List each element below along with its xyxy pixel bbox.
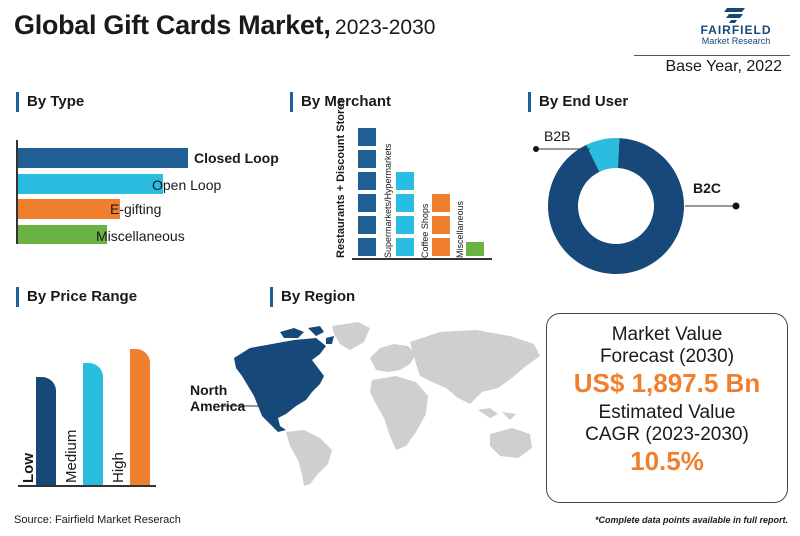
logo-divider	[634, 55, 790, 56]
base-year: Base Year, 2022	[665, 58, 782, 75]
map-north-america	[234, 338, 326, 432]
end-user-label-b2b: B2B	[544, 128, 571, 144]
section-by-region: By Region	[270, 287, 355, 307]
type-label-closed-loop: Closed Loop	[194, 150, 279, 166]
price-baseline	[18, 485, 156, 487]
title-main: Global Gift Cards Market,	[14, 10, 331, 40]
section-by-merchant: By Merchant	[290, 92, 391, 112]
market-cagr-value: 10.5%	[630, 446, 704, 476]
type-bar-miscellaneous	[18, 225, 108, 244]
logo-sub: Market Research	[701, 36, 771, 46]
merchant-block	[432, 238, 450, 256]
type-bar-open-loop	[18, 174, 163, 194]
merchant-block	[358, 128, 376, 146]
merchant-block	[396, 194, 414, 212]
price-label-low: Low	[20, 453, 37, 483]
price-label-medium: Medium	[63, 429, 80, 483]
merchant-block	[432, 216, 450, 234]
market-value-line1: Market Value	[611, 324, 723, 345]
merchant-block	[432, 194, 450, 212]
map-europe	[370, 344, 416, 372]
merchant-block	[466, 242, 484, 256]
logo-brand: FAIRFIELD	[700, 23, 772, 37]
title-years: 2023-2030	[335, 16, 436, 39]
map-south-america	[286, 430, 332, 486]
donut-slice-b2c	[548, 138, 684, 274]
type-label-open-loop: Open Loop	[152, 177, 222, 193]
footnote-text: *Complete data points available in full …	[594, 515, 788, 525]
map-asia	[410, 330, 540, 404]
b2b-leader-dot	[533, 146, 539, 152]
merchant-block	[358, 150, 376, 168]
page-title: Global Gift Cards Market, 2023-2030	[14, 10, 435, 41]
merchant-block	[396, 216, 414, 234]
merchant-block	[396, 238, 414, 256]
type-bar-closed-loop	[18, 148, 188, 168]
merchant-block	[396, 172, 414, 190]
merchant-label-miscellaneous: Miscellaneous	[455, 200, 465, 258]
source-text: Source: Fairfield Market Reserach	[14, 514, 181, 526]
type-bar-e-gifting	[18, 199, 120, 219]
world-map	[220, 322, 540, 486]
logo-mark-icon	[724, 8, 745, 23]
logo: FAIRFIELD Market Research	[690, 6, 782, 46]
market-value-box: Market Value Forecast (2030) US$ 1,897.5…	[546, 313, 788, 503]
b2c-leader-dot	[732, 202, 740, 210]
end-user-label-b2c: B2C	[693, 180, 722, 196]
merchant-baseline	[352, 258, 492, 260]
market-value-amount: US$ 1,897.5 Bn	[573, 368, 761, 398]
price-bar-medium	[83, 363, 103, 485]
section-by-type: By Type	[16, 92, 84, 112]
merchant-label-coffee-shops: Coffee Shops	[420, 203, 430, 258]
region-label-north-america: North America	[190, 382, 246, 414]
merchant-block	[358, 172, 376, 190]
section-by-end-user: By End User	[528, 92, 628, 112]
merchant-block	[358, 238, 376, 256]
merchant-block	[358, 216, 376, 234]
type-axis	[16, 140, 18, 244]
merchant-block	[358, 194, 376, 212]
price-label-high: High	[110, 452, 127, 483]
type-label-e-gifting: E-gifting	[110, 201, 162, 217]
merchant-label-restaurants: Restaurants + Discount Stores	[335, 97, 347, 258]
map-greenland	[332, 322, 370, 350]
merchant-label-supermarkets: Supermarkets/Hypermarkets	[383, 143, 393, 258]
map-australia	[490, 428, 532, 458]
market-cagr-line2: CAGR (2023-2030)	[585, 424, 749, 445]
section-by-price-range: By Price Range	[16, 287, 137, 307]
end-user-donut	[533, 138, 740, 274]
market-cagr-line1: Estimated Value	[598, 402, 736, 423]
map-southeast-asia	[478, 408, 516, 420]
map-canada-islands	[280, 326, 334, 344]
price-bar-low	[36, 377, 56, 485]
price-bar-high	[130, 349, 150, 485]
market-value-line2: Forecast (2030)	[599, 346, 735, 367]
donut-slice-b2b	[586, 138, 620, 172]
map-africa	[370, 376, 428, 450]
type-label-miscellaneous: Miscellaneous	[96, 228, 185, 244]
